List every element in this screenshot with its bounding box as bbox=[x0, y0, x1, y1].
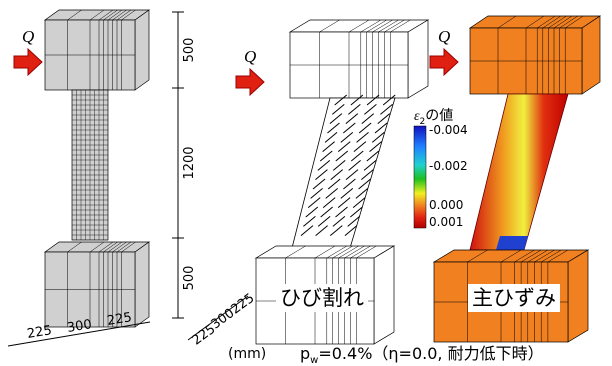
color-bar bbox=[414, 126, 426, 228]
caption-symbol: p bbox=[300, 344, 310, 363]
dimension-label: 1200 bbox=[182, 146, 197, 179]
panel-label: ひび割れ bbox=[280, 286, 364, 310]
block-side bbox=[408, 20, 428, 98]
block-side bbox=[374, 246, 394, 344]
caption: pw=0.4%（η=0.0, 耐力低下時） bbox=[300, 344, 544, 366]
caption-text: =0.4%（η=0.0, 耐力低下時） bbox=[318, 344, 543, 363]
panel-label: 主ひずみ bbox=[472, 286, 556, 310]
column bbox=[292, 98, 395, 248]
dimension-label: 500 bbox=[182, 266, 197, 291]
legend-tick-label: 0.000 bbox=[429, 198, 463, 212]
block-side bbox=[568, 250, 588, 342]
legend-tick-label: -0.004 bbox=[429, 123, 468, 137]
legend-tick-label: 0.001 bbox=[429, 215, 463, 229]
unit-label: (mm) bbox=[228, 346, 266, 362]
caption-subscript: w bbox=[310, 355, 318, 366]
load-label: Q bbox=[22, 27, 34, 46]
arrow bbox=[236, 69, 264, 95]
column bbox=[470, 94, 568, 250]
block-side bbox=[135, 242, 149, 327]
load-label: Q bbox=[438, 27, 450, 46]
arrow bbox=[430, 49, 458, 75]
legend-text: の値 bbox=[425, 108, 453, 124]
block-side bbox=[135, 10, 149, 90]
figure: Q Q Q 500 1200 500 225 300 225 225 300 2… bbox=[0, 0, 612, 366]
strain-band bbox=[496, 236, 528, 250]
legend-tick-label: -0.002 bbox=[429, 159, 468, 173]
load-label: Q bbox=[244, 47, 256, 66]
dimension-label: 300 bbox=[66, 317, 93, 336]
arrow bbox=[14, 49, 42, 75]
dimension-label: 500 bbox=[182, 38, 197, 63]
block-side bbox=[582, 16, 600, 94]
